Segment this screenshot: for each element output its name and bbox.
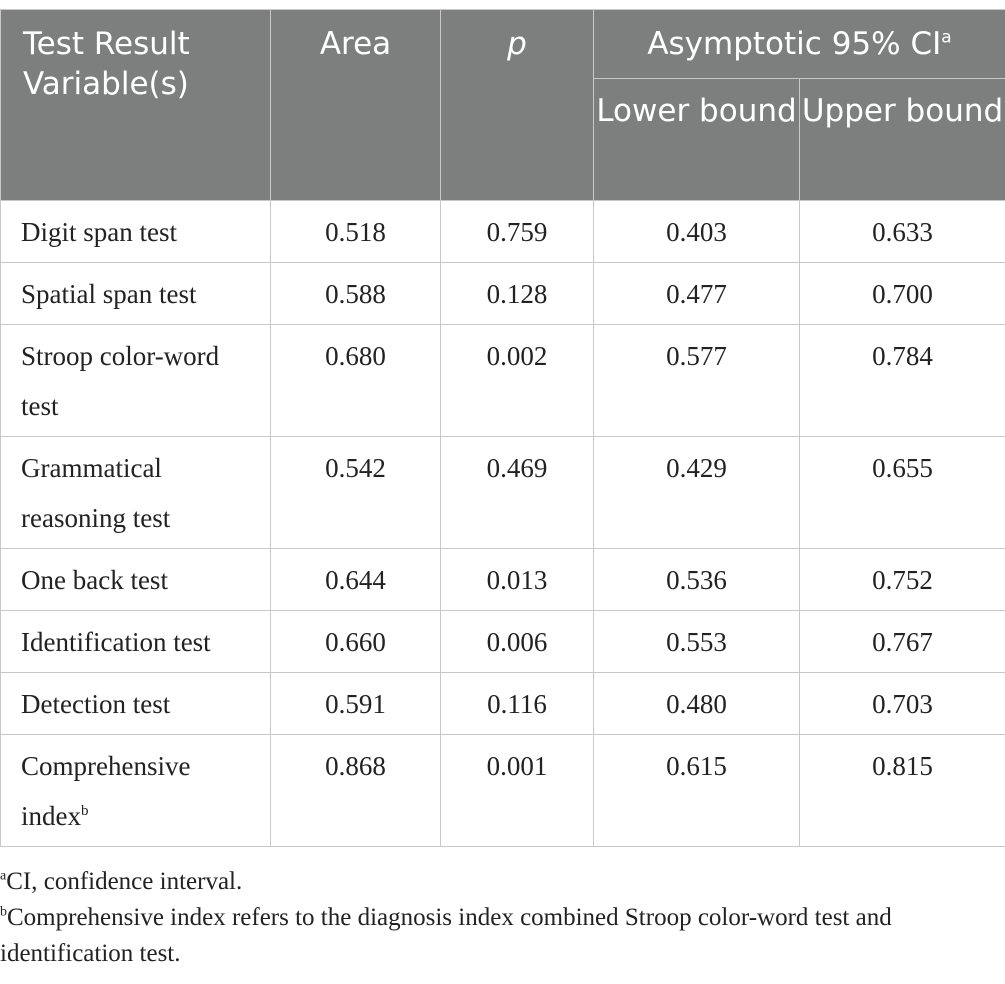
cell-lower: 0.480: [593, 672, 800, 735]
cell-area: 0.591: [270, 672, 441, 735]
header-lower-bound: Lower bound: [593, 78, 800, 201]
cell-area: 0.644: [270, 548, 441, 611]
table-row: Identification test 0.660 0.006 0.553 0.767: [0, 610, 1005, 673]
cell-upper: 0.752: [799, 548, 1005, 611]
footnote-marker-a: a: [941, 27, 952, 48]
cell-p: 0.001: [440, 734, 594, 847]
cell-test-name: One back test: [0, 548, 271, 611]
roc-results-table: Test Result Variable(s) Area p Asymptoti…: [0, 9, 1005, 847]
cell-area: 0.518: [270, 200, 441, 263]
cell-area: 0.868: [270, 734, 441, 847]
cell-lower: 0.615: [593, 734, 800, 847]
cell-area: 0.542: [270, 436, 441, 549]
cell-upper: 0.815: [799, 734, 1005, 847]
cell-p: 0.759: [440, 200, 594, 263]
table-row: Stroop color-word test 0.680 0.002 0.577 0.7…: [0, 324, 1005, 437]
cell-p: 0.002: [440, 324, 594, 437]
cell-upper: 0.784: [799, 324, 1005, 437]
footnote-marker-b: b: [81, 803, 89, 819]
cell-lower: 0.477: [593, 262, 800, 325]
footnote-b: bComprehensive index refers to the diagn…: [0, 904, 892, 967]
header-asymptotic-ci: Asymptotic 95% CIa: [593, 9, 1005, 79]
header-upper-bound: Upper bound: [799, 78, 1005, 201]
cell-upper: 0.655: [799, 436, 1005, 549]
cell-p: 0.116: [440, 672, 594, 735]
cell-upper: 0.700: [799, 262, 1005, 325]
table-header: Test Result Variable(s) Area p Asymptoti…: [0, 9, 1005, 201]
cell-upper: 0.767: [799, 610, 1005, 673]
cell-test-name: Comprehensive indexb: [0, 734, 271, 847]
cell-test-name: Grammatical reasoning test: [0, 436, 271, 549]
cell-p: 0.013: [440, 548, 594, 611]
cell-upper: 0.703: [799, 672, 1005, 735]
cell-test-name: Detection test: [0, 672, 271, 735]
cell-test-name: Spatial span test: [0, 262, 271, 325]
table-row: Comprehensive indexb 0.868 0.001 0.615 0.815: [0, 734, 1005, 847]
cell-lower: 0.553: [593, 610, 800, 673]
footnote-a: aCI, confidence interval.: [0, 868, 243, 895]
cell-area: 0.588: [270, 262, 441, 325]
cell-test-name: Identification test: [0, 610, 271, 673]
cell-test-name: Stroop color-word test: [0, 324, 271, 437]
footnotes: aCI, confidence interval. bComprehensive…: [0, 864, 1005, 972]
cell-p: 0.469: [440, 436, 594, 549]
table-row: One back test 0.644 0.013 0.536 0.752: [0, 548, 1005, 611]
cell-lower: 0.577: [593, 324, 800, 437]
cell-area: 0.660: [270, 610, 441, 673]
table-row: Spatial span test 0.588 0.128 0.477 0.700: [0, 262, 1005, 325]
header-p: p: [440, 9, 594, 201]
cell-area: 0.680: [270, 324, 441, 437]
cell-lower: 0.403: [593, 200, 800, 263]
cell-p: 0.006: [440, 610, 594, 673]
table-row: Detection test 0.591 0.116 0.480 0.703: [0, 672, 1005, 735]
cell-upper: 0.633: [799, 200, 1005, 263]
cell-lower: 0.536: [593, 548, 800, 611]
table-row: Digit span test 0.518 0.759 0.403 0.633: [0, 200, 1005, 263]
cell-lower: 0.429: [593, 436, 800, 549]
table-row: Grammatical reasoning test 0.542 0.469 0.42…: [0, 436, 1005, 549]
header-area: Area: [270, 9, 441, 201]
header-test-result-variables: Test Result Variable(s): [0, 9, 271, 201]
cell-p: 0.128: [440, 262, 594, 325]
table-body: Digit span test 0.518 0.759 0.403 0.633 Spati…: [0, 200, 1005, 847]
cell-test-name: Digit span test: [0, 200, 271, 263]
